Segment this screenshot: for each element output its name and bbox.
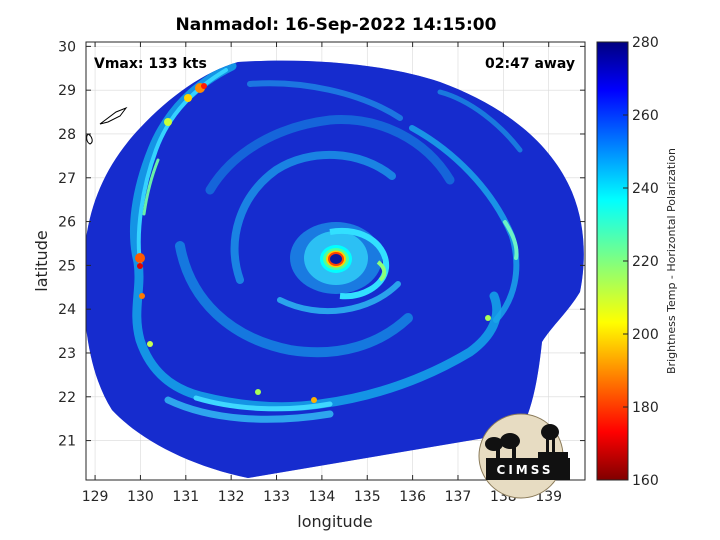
axes-frame xyxy=(85,41,586,481)
x-tick-label: 137 xyxy=(445,489,472,505)
chart-title: Nanmadol: 16-Sep-2022 14:15:00 xyxy=(176,15,497,35)
x-tick-label: 139 xyxy=(535,489,562,505)
y-tick-label: 22 xyxy=(58,390,76,406)
colorbar-label: Brightness Temp - Horizontal Polarizatio… xyxy=(665,148,678,374)
colorbar-tick-label: 260 xyxy=(632,108,659,124)
x-tick-label: 136 xyxy=(399,489,426,505)
vmax-annotation: Vmax: 133 kts xyxy=(94,56,207,72)
x-tick-label: 129 xyxy=(82,489,109,505)
y-tick-label: 21 xyxy=(58,434,76,450)
y-tick-label: 23 xyxy=(58,346,76,362)
x-axis-label: longitude xyxy=(297,512,372,531)
y-tick-label: 30 xyxy=(58,39,76,55)
x-tick-label: 133 xyxy=(263,489,290,505)
x-tick-label: 130 xyxy=(127,489,154,505)
y-tick-label: 24 xyxy=(58,302,76,318)
x-tick-label: 132 xyxy=(218,489,245,505)
swath-image xyxy=(86,60,584,478)
y-tick-label: 28 xyxy=(58,127,76,143)
x-tick-label: 131 xyxy=(172,489,199,505)
axis-ticks: 129 130 131 132 133 134 135 136 137 138 1392122232… xyxy=(58,39,585,505)
y-axis-label: latitude xyxy=(32,230,51,291)
colorbar-tick-label: 160 xyxy=(632,473,659,489)
logo-text: CIMSS xyxy=(497,463,554,477)
cimss-logo: CIMSS xyxy=(478,413,570,499)
y-tick-label: 25 xyxy=(58,258,76,274)
y-tick-label: 26 xyxy=(58,215,76,231)
colorbar-tick-label: 280 xyxy=(632,35,659,51)
colorbar-tick-label: 240 xyxy=(632,181,659,197)
colorbar-ticks: 160 180 200 220 240 260 280 xyxy=(623,35,659,489)
x-tick-label: 134 xyxy=(309,489,336,505)
colorbar xyxy=(596,41,629,481)
colorbar-tick-label: 220 xyxy=(632,254,659,270)
time-away-annotation: 02:47 away xyxy=(485,56,575,72)
y-tick-label: 29 xyxy=(58,83,76,99)
colorbar-tick-label: 200 xyxy=(632,327,659,343)
y-tick-label: 27 xyxy=(58,171,76,187)
x-tick-label: 135 xyxy=(354,489,381,505)
colorbar-tick-label: 180 xyxy=(632,400,659,416)
